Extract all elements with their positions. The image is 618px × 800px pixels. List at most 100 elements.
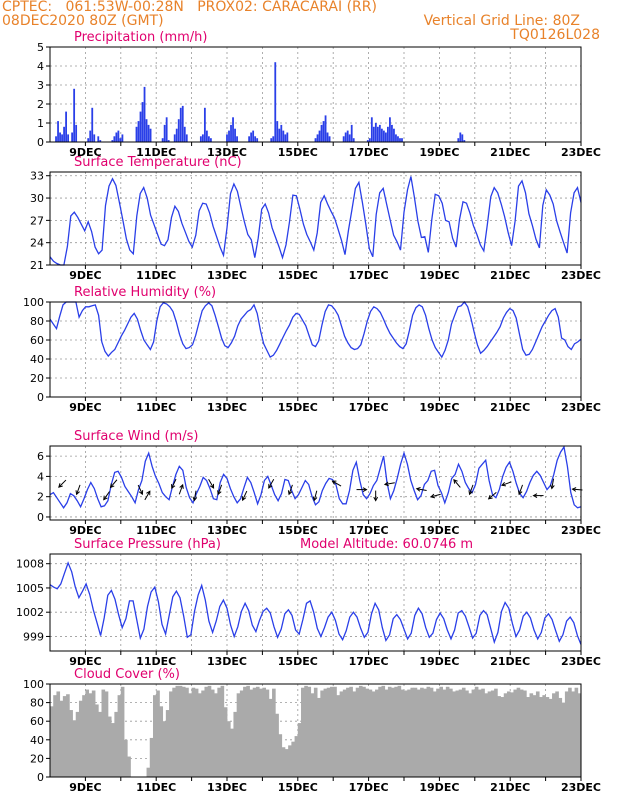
cloud-bar-122 bbox=[442, 689, 447, 777]
x-tick-label-3-7: 23DEC bbox=[561, 524, 601, 537]
y-tick-label-5-4: 80 bbox=[30, 697, 44, 710]
precip-bar-35 bbox=[119, 138, 122, 142]
panel-title-2: Relative Humidity (%) bbox=[74, 285, 216, 300]
cloud-bar-104 bbox=[384, 689, 389, 777]
y-tick-label-3-3: 6 bbox=[37, 450, 44, 463]
cloud-bar-9 bbox=[78, 700, 83, 777]
cloud-bar-110 bbox=[404, 690, 408, 777]
y-tick-label-2-3: 60 bbox=[30, 334, 44, 347]
cloud-bar-38 bbox=[172, 687, 176, 777]
cloud-bar-69 bbox=[272, 688, 276, 777]
x-tick-label-4-2: 13DEC bbox=[207, 655, 247, 668]
cloud-bar-123 bbox=[445, 686, 450, 777]
cloud-bar-136 bbox=[487, 691, 492, 777]
cloud-bar-82 bbox=[313, 687, 318, 777]
x-tick-label-1-6: 21DEC bbox=[490, 269, 530, 282]
precip-bar-88 bbox=[226, 134, 228, 142]
y-tick-label-1-4: 33 bbox=[30, 170, 44, 183]
cloud-bar-39 bbox=[175, 685, 180, 777]
y-tick-label-0-4: 4 bbox=[37, 60, 44, 73]
panel-extra-label-4: Model Altitude: 60.0746 m bbox=[300, 537, 473, 552]
wind-arrow-2 bbox=[103, 491, 110, 501]
precip-bar-59 bbox=[167, 140, 170, 142]
cloud-bar-52 bbox=[217, 687, 221, 777]
cloud-bar-3 bbox=[59, 700, 64, 777]
precip-bar-169 bbox=[389, 117, 391, 142]
cloud-bar-56 bbox=[230, 728, 234, 777]
cloud-bar-44 bbox=[191, 687, 196, 777]
precip-bar-79 bbox=[207, 136, 210, 142]
cloud-bar-21 bbox=[117, 695, 122, 777]
x-tick-label-5-4: 17DEC bbox=[349, 781, 389, 794]
wind-arrow-18 bbox=[383, 481, 395, 487]
x-tick-label-2-5: 19DEC bbox=[419, 401, 459, 414]
cloud-bar-116 bbox=[423, 688, 427, 777]
precip-bar-56 bbox=[161, 138, 164, 142]
precip-bar-113 bbox=[276, 121, 279, 142]
cloud-bar-146 bbox=[519, 689, 524, 777]
cloud-bar-157 bbox=[555, 691, 559, 777]
y-tick-label-0-1: 1 bbox=[37, 117, 44, 130]
precip-bar-45 bbox=[139, 111, 142, 142]
x-tick-label-0-1: 11DEC bbox=[136, 146, 176, 159]
series-line-3 bbox=[49, 445, 582, 509]
cloud-bar-121 bbox=[439, 686, 444, 777]
cloud-bar-72 bbox=[281, 747, 286, 777]
cloud-bar-37 bbox=[169, 691, 173, 777]
panel-frame-0 bbox=[49, 46, 582, 143]
cloud-bar-71 bbox=[278, 734, 283, 777]
panel-title-5: Cloud Cover (%) bbox=[74, 667, 180, 682]
precip-bar-158 bbox=[366, 140, 369, 142]
cloud-bar-63 bbox=[252, 687, 257, 777]
cloud-bar-51 bbox=[214, 693, 218, 777]
precip-bar-64 bbox=[177, 119, 180, 142]
precip-bar-32 bbox=[113, 136, 116, 142]
precip-bar-135 bbox=[320, 124, 323, 142]
cloud-bar-163 bbox=[574, 687, 579, 777]
cloud-bar-1 bbox=[53, 695, 57, 777]
precip-bar-168 bbox=[387, 126, 389, 142]
cloud-bar-100 bbox=[371, 691, 376, 777]
x-tick-label-1-3: 15DEC bbox=[278, 269, 318, 282]
cloud-bar-18 bbox=[107, 716, 112, 777]
cloud-bar-50 bbox=[210, 689, 215, 777]
cloud-bar-66 bbox=[262, 687, 267, 777]
cloud-bar-14 bbox=[95, 704, 99, 777]
precip-bar-25 bbox=[99, 140, 102, 142]
precip-bar-175 bbox=[401, 138, 403, 142]
precip-bar-76 bbox=[201, 134, 204, 142]
cloud-bar-90 bbox=[339, 691, 344, 777]
wind-arrow-9 bbox=[208, 479, 215, 489]
wind-arrow-12 bbox=[268, 479, 275, 489]
cloud-bar-132 bbox=[474, 686, 479, 777]
precip-bar-115 bbox=[280, 124, 283, 142]
cloud-bar-149 bbox=[529, 693, 534, 777]
cloud-bar-11 bbox=[85, 689, 90, 777]
precip-bar-166 bbox=[382, 130, 385, 142]
cloud-bar-92 bbox=[346, 687, 350, 777]
cloud-bar-159 bbox=[561, 702, 566, 777]
cloud-bar-91 bbox=[342, 689, 347, 777]
cloud-bar-107 bbox=[394, 686, 398, 777]
x-tick-label-0-0: 9DEC bbox=[69, 146, 101, 159]
wind-arrow-3 bbox=[109, 479, 118, 489]
x-tick-label-2-7: 23DEC bbox=[561, 401, 601, 414]
precip-bar-138 bbox=[326, 132, 329, 142]
cloud-bar-134 bbox=[481, 688, 485, 777]
y-tick-label-2-5: 100 bbox=[23, 296, 44, 309]
cloud-bar-141 bbox=[503, 693, 508, 777]
wind-arrow-16 bbox=[356, 487, 368, 492]
cloud-bar-129 bbox=[465, 690, 469, 777]
wind-arrow-24 bbox=[500, 481, 512, 487]
cloud-bar-102 bbox=[378, 686, 382, 777]
cloud-bar-89 bbox=[336, 695, 341, 777]
precip-bar-20 bbox=[89, 130, 92, 142]
series-line-1 bbox=[49, 176, 582, 266]
cloud-bar-68 bbox=[268, 698, 273, 777]
cloud-bar-142 bbox=[506, 691, 511, 777]
precip-bar-8 bbox=[65, 111, 67, 142]
x-tick-label-5-2: 13DEC bbox=[207, 781, 247, 794]
precip-bar-167 bbox=[384, 132, 387, 142]
cloud-bar-74 bbox=[288, 745, 292, 777]
x-tick-label-2-6: 21DEC bbox=[490, 401, 530, 414]
